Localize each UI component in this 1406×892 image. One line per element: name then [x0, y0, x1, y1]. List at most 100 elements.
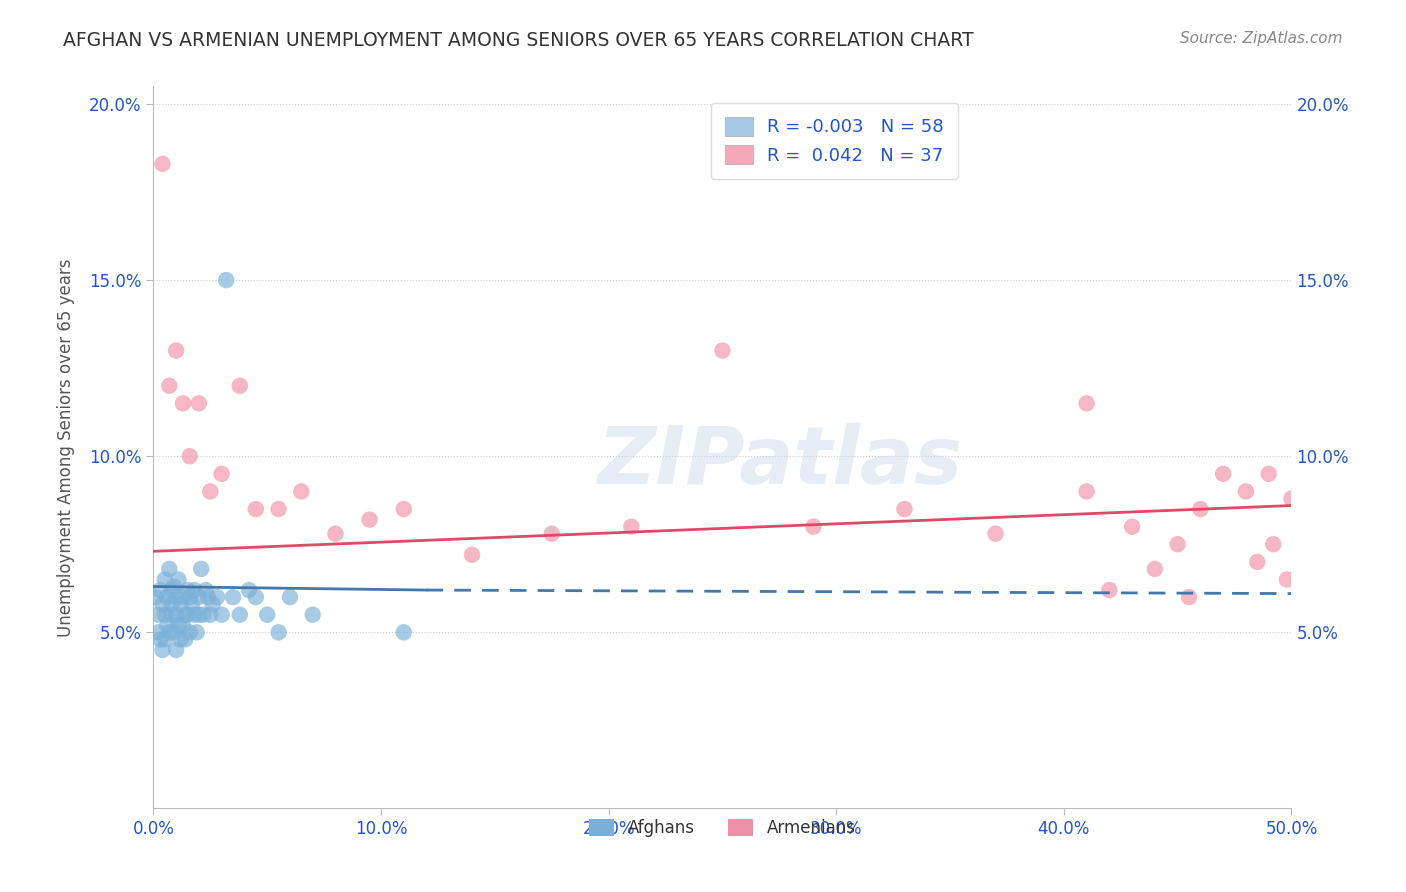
Point — [620, 519, 643, 533]
Point — [187, 396, 209, 410]
Point — [1189, 502, 1212, 516]
Point — [392, 625, 415, 640]
Point — [238, 582, 260, 597]
Point — [181, 597, 204, 611]
Point — [156, 590, 179, 604]
Point — [186, 625, 208, 640]
Point — [211, 467, 233, 481]
Point — [222, 590, 245, 604]
Point — [1121, 519, 1143, 533]
Point — [290, 484, 312, 499]
Point — [194, 582, 217, 597]
Point — [229, 607, 252, 622]
Point — [165, 607, 187, 622]
Point — [145, 590, 167, 604]
Point — [160, 607, 183, 622]
Point — [170, 597, 193, 611]
Point — [174, 632, 197, 647]
Point — [711, 343, 734, 358]
Point — [1281, 491, 1303, 506]
Point — [152, 597, 174, 611]
Point — [183, 582, 205, 597]
Point — [157, 562, 180, 576]
Point — [359, 513, 381, 527]
Point — [179, 625, 201, 640]
Point — [325, 526, 347, 541]
Point — [392, 502, 415, 516]
Point — [256, 607, 278, 622]
Point — [245, 502, 267, 516]
Y-axis label: Unemployment Among Seniors over 65 years: Unemployment Among Seniors over 65 years — [58, 258, 75, 637]
Point — [187, 590, 209, 604]
Point — [152, 643, 174, 657]
Point — [205, 590, 228, 604]
Point — [197, 590, 219, 604]
Point — [163, 580, 186, 594]
Point — [174, 607, 197, 622]
Point — [153, 632, 176, 647]
Point — [215, 273, 238, 287]
Point — [893, 502, 915, 516]
Point — [1246, 555, 1268, 569]
Point — [1212, 467, 1234, 481]
Point — [179, 590, 201, 604]
Point — [1178, 590, 1201, 604]
Point — [1167, 537, 1189, 551]
Point — [146, 625, 169, 640]
Point — [1263, 537, 1285, 551]
Point — [149, 582, 172, 597]
Point — [176, 582, 198, 597]
Point — [1257, 467, 1279, 481]
Point — [190, 562, 212, 576]
Point — [157, 625, 180, 640]
Point — [211, 607, 233, 622]
Legend: Afghans, Armenians: Afghans, Armenians — [582, 812, 862, 844]
Point — [167, 573, 190, 587]
Point — [267, 625, 290, 640]
Point — [193, 607, 215, 622]
Point — [1076, 396, 1098, 410]
Point — [301, 607, 323, 622]
Point — [172, 590, 194, 604]
Point — [1076, 484, 1098, 499]
Point — [146, 607, 169, 622]
Point — [153, 573, 176, 587]
Point — [165, 343, 187, 358]
Text: ZIPatlas: ZIPatlas — [596, 423, 962, 500]
Point — [201, 597, 224, 611]
Point — [165, 590, 187, 604]
Point — [172, 618, 194, 632]
Point — [1098, 582, 1121, 597]
Point — [149, 632, 172, 647]
Point — [160, 582, 183, 597]
Point — [267, 502, 290, 516]
Point — [200, 607, 222, 622]
Point — [984, 526, 1007, 541]
Point — [461, 548, 484, 562]
Point — [163, 625, 186, 640]
Text: AFGHAN VS ARMENIAN UNEMPLOYMENT AMONG SENIORS OVER 65 YEARS CORRELATION CHART: AFGHAN VS ARMENIAN UNEMPLOYMENT AMONG SE… — [63, 31, 974, 50]
Point — [245, 590, 267, 604]
Point — [179, 449, 201, 463]
Text: Source: ZipAtlas.com: Source: ZipAtlas.com — [1180, 31, 1343, 46]
Point — [278, 590, 301, 604]
Point — [157, 378, 180, 392]
Point — [1143, 562, 1166, 576]
Point — [156, 618, 179, 632]
Point — [1275, 573, 1298, 587]
Point — [200, 484, 222, 499]
Point — [172, 396, 194, 410]
Point — [229, 378, 252, 392]
Point — [165, 643, 187, 657]
Point — [170, 632, 193, 647]
Point — [183, 607, 205, 622]
Point — [152, 157, 174, 171]
Point — [160, 597, 183, 611]
Point — [540, 526, 562, 541]
Point — [1234, 484, 1257, 499]
Point — [167, 618, 190, 632]
Point — [187, 607, 209, 622]
Point — [153, 607, 176, 622]
Point — [176, 607, 198, 622]
Point — [803, 519, 825, 533]
